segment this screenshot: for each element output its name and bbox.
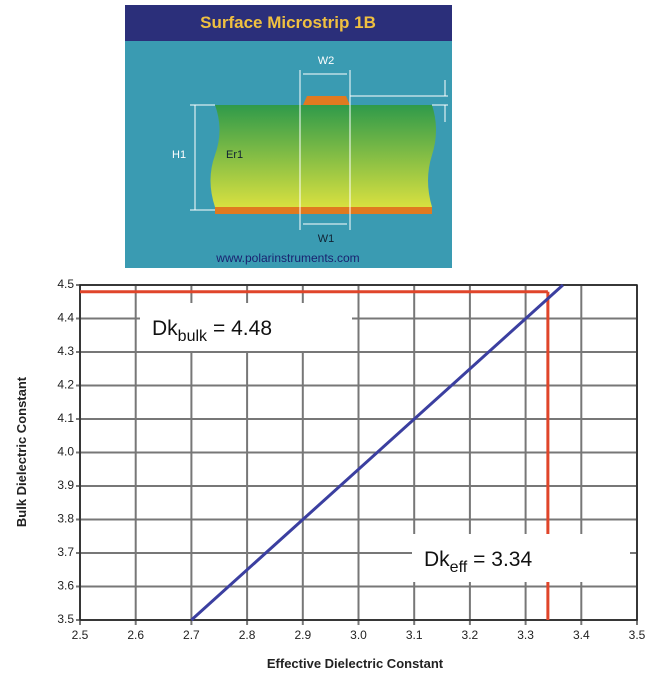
x-tick-label: 3.4	[573, 628, 590, 642]
x-tick-label: 3.0	[350, 628, 367, 642]
er1-label: Er1	[226, 149, 243, 161]
y-tick-label: 4.2	[57, 378, 74, 392]
y-tick-label: 3.8	[57, 512, 74, 526]
annotation-value: = 4.48	[213, 317, 272, 340]
diagram-title-bar	[125, 5, 452, 41]
y-tick-label: 3.6	[57, 579, 74, 593]
annotation-symbol: Dk	[152, 317, 178, 340]
x-tick-label: 3.1	[406, 628, 423, 642]
y-tick-label: 4.0	[57, 445, 74, 459]
annotation-box	[412, 534, 630, 582]
x-tick-label: 3.5	[629, 628, 646, 642]
annotation: Dkbulk = 4.48	[152, 317, 272, 345]
x-tick-label: 2.9	[294, 628, 311, 642]
diagram-url: www.polarinstruments.com	[215, 251, 359, 265]
annotation-symbol: Dk	[424, 548, 450, 571]
y-tick-label: 4.5	[57, 277, 74, 291]
annotation-value: = 3.34	[473, 548, 532, 571]
h1-label: H1	[172, 149, 186, 161]
y-tick-label: 4.4	[57, 311, 74, 325]
w1-label: W1	[318, 233, 335, 245]
y-axis-label: Bulk Dielectric Constant	[14, 376, 29, 527]
trace	[303, 96, 350, 105]
ground-plane	[215, 207, 432, 214]
plot-frame	[79, 284, 638, 621]
t1-label: T1	[452, 82, 465, 94]
annotation-subscript: eff	[450, 559, 468, 576]
y-tick-label: 3.5	[57, 612, 74, 626]
annotation: Dkeff = 3.34	[424, 548, 532, 576]
x-tick-label: 2.6	[127, 628, 144, 642]
annotation-subscript: bulk	[178, 328, 208, 345]
dimension-lines	[190, 70, 448, 230]
data-line	[190, 283, 564, 622]
y-tick-label: 3.7	[57, 545, 74, 559]
x-tick-label: 2.5	[72, 628, 89, 642]
x-tick-label: 2.7	[183, 628, 200, 642]
x-tick-label: 2.8	[239, 628, 256, 642]
diagram: Surface Microstrip 1B W2 T1 H1 Er1 W1 ww…	[125, 5, 465, 268]
x-tick-label: 3.3	[517, 628, 534, 642]
annotation-box	[140, 303, 352, 351]
x-axis-label: Effective Dielectric Constant	[267, 656, 444, 671]
y-tick-label: 4.3	[57, 344, 74, 358]
x-tick-label: 3.2	[462, 628, 479, 642]
diagram-title: Surface Microstrip 1B	[200, 13, 376, 32]
dielectric	[210, 105, 436, 207]
y-tick-label: 3.9	[57, 478, 74, 492]
y-tick-label: 4.1	[57, 411, 74, 425]
w2-label: W2	[318, 55, 335, 67]
